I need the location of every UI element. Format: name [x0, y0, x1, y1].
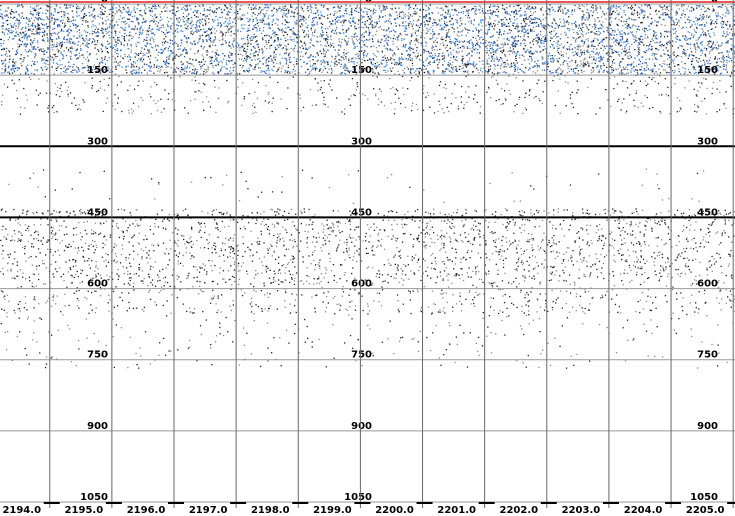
x-tick-label: 2200.0: [375, 505, 414, 516]
y-tick-label: 750: [697, 350, 718, 361]
y-tick-label: 1050: [690, 492, 718, 503]
y-tick-label: 150: [87, 65, 108, 76]
y-tick-label: 300: [697, 136, 718, 147]
y-tick-label: 750: [87, 350, 108, 361]
y-tick-label: 1050: [80, 492, 108, 503]
echo-noise: [0, 4, 735, 369]
y-tick-label: 600: [87, 279, 108, 290]
y-tick-label: 900: [87, 421, 108, 432]
x-tick-label: 2197.0: [189, 505, 228, 516]
x-tick-label: 2196.0: [127, 505, 166, 516]
y-tick-label: 900: [351, 421, 372, 432]
x-tick-label: 2202.0: [499, 505, 538, 516]
x-tick-label: 2203.0: [562, 505, 601, 516]
y-tick-label: 450: [87, 207, 108, 218]
y-tick-label: 1050: [344, 492, 372, 503]
x-tick-label: 2194.0: [2, 505, 41, 516]
x-tick-label: 2205.0: [686, 505, 725, 516]
y-tick-label: 450: [351, 207, 372, 218]
y-tick-label: 150: [351, 65, 372, 76]
y-tick-label: 750: [351, 350, 372, 361]
x-tick-label: 2201.0: [437, 505, 476, 516]
y-tick-label: 300: [351, 136, 372, 147]
y-tick-label: 600: [697, 279, 718, 290]
x-tick-label: 2199.0: [313, 505, 352, 516]
x-tick-label: 2195.0: [65, 505, 104, 516]
y-tick-label: 300: [87, 136, 108, 147]
y-tick-label: 450: [697, 207, 718, 218]
y-tick-label: 150: [697, 65, 718, 76]
y-tick-label: 600: [351, 279, 372, 290]
y-tick-label: 900: [697, 421, 718, 432]
x-tick-label: 2204.0: [624, 505, 663, 516]
x-tick-label: 2198.0: [251, 505, 290, 516]
